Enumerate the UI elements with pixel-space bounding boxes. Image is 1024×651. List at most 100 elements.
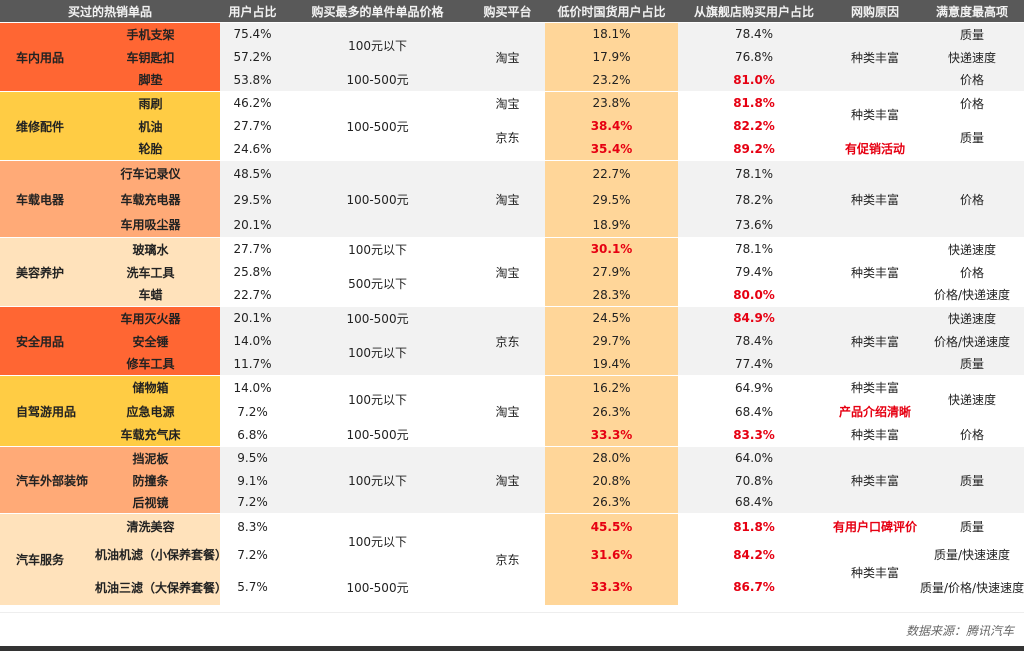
category-cell: 车载电器	[0, 160, 95, 238]
low-price-share: 45.5%	[545, 513, 679, 540]
price-cell: 100元以下	[285, 237, 471, 261]
product-name: 轮胎	[95, 137, 221, 161]
satisfaction-cell: 质量	[960, 130, 985, 145]
reason-cell: 种类丰富	[830, 306, 921, 376]
satisfaction-cell: 价格/快递速度	[933, 334, 1011, 349]
flagship-share: 70.8%	[734, 473, 774, 488]
reason-cell: 种类丰富	[830, 91, 921, 138]
flagship-share: 78.4%	[734, 334, 774, 348]
price-cell: 100-500元	[346, 428, 409, 443]
header-low-price-share: 低价时国货用户占比	[545, 0, 679, 23]
category-cell: 美容养护	[0, 237, 95, 307]
price-cell: 100-500元	[285, 91, 471, 161]
low-price-share: 26.3%	[545, 491, 679, 514]
user-share: 29.5%	[233, 192, 272, 207]
satisfaction-cell: 价格/快递速度	[933, 288, 1011, 303]
satisfaction-cell: 价格	[960, 73, 985, 88]
product-name: 防撞条	[95, 469, 221, 492]
product-name: 车用吸尘器	[95, 212, 221, 238]
user-share: 46.2%	[220, 91, 286, 115]
flagship-share: 64.9%	[678, 375, 831, 400]
flagship-share: 73.6%	[734, 217, 774, 232]
user-share: 14.0%	[220, 375, 286, 400]
header-platform: 购买平台	[470, 0, 546, 23]
flagship-share: 78.1%	[678, 237, 831, 261]
user-share: 7.2%	[237, 404, 268, 419]
low-price-share: 18.9%	[545, 212, 679, 238]
header-flagship-share: 从旗舰店购买用户占比	[678, 0, 831, 23]
low-price-share: 38.4%	[545, 114, 679, 138]
flagship-share: 78.2%	[734, 192, 774, 207]
satisfaction-cell: 快递速度	[920, 375, 1024, 424]
user-share: 7.2%	[237, 547, 268, 562]
flagship-share: 89.2%	[733, 141, 775, 156]
satisfaction-cell: 价格	[960, 265, 985, 280]
user-share: 11.7%	[233, 356, 272, 371]
price-cell: 100元以下	[285, 446, 471, 514]
low-price-share: 23.8%	[545, 91, 679, 115]
bottom-border	[0, 646, 1024, 651]
platform-cell: 京东	[495, 130, 520, 145]
table-row: 车内用品 手机支架 75.4% 100元以下 淘宝 18.1% 78.4% 种类丰富 质量	[0, 22, 1024, 92]
table-row: 维修配件 雨刷 46.2% 100-500元 淘宝 23.8% 81.8% 种类丰富 价格	[0, 91, 1024, 161]
satisfaction-cell: 质量	[920, 446, 1024, 514]
reason-cell: 种类丰富	[851, 428, 900, 443]
satisfaction-cell: 快递速度	[920, 306, 1024, 330]
product-name: 车载充电器	[95, 186, 221, 213]
flagship-share: 78.1%	[678, 160, 831, 187]
platform-cell: 京东	[470, 513, 546, 605]
low-price-share: 27.9%	[545, 260, 679, 284]
reason-cell: 有促销活动	[845, 142, 906, 157]
flagship-share: 64.0%	[678, 446, 831, 470]
product-name: 车载充气床	[95, 423, 221, 447]
user-share: 8.3%	[220, 513, 286, 540]
user-share: 22.7%	[233, 287, 272, 302]
table-row: 美容养护 玻璃水 27.7% 100元以下 淘宝 30.1% 78.1% 种类丰富 快递速度	[0, 237, 1024, 307]
flagship-share: 83.3%	[733, 427, 775, 442]
flagship-share: 80.0%	[733, 287, 775, 302]
category-cell: 车内用品	[0, 22, 95, 92]
price-cell: 100-500元	[285, 306, 471, 330]
price-cell: 100元以下	[285, 375, 471, 424]
user-share: 9.5%	[220, 446, 286, 470]
satisfaction-cell: 质量	[920, 22, 1024, 46]
platform-cell: 淘宝	[470, 446, 546, 514]
product-name: 洗车工具	[95, 260, 221, 284]
product-name: 挡泥板	[95, 446, 221, 470]
low-price-share: 33.3%	[545, 423, 679, 447]
flagship-share: 81.8%	[678, 513, 831, 540]
flagship-share: 76.8%	[734, 50, 774, 64]
platform-cell: 淘宝	[470, 160, 546, 238]
satisfaction-cell: 质量/快速速度	[933, 548, 1011, 562]
product-name: 玻璃水	[95, 237, 221, 261]
reason-cell: 种类丰富	[830, 446, 921, 514]
user-share: 27.7%	[233, 119, 272, 133]
reason-cell: 种类丰富	[830, 22, 921, 92]
category-cell: 汽车服务	[0, 513, 95, 605]
reason-cell: 种类丰富	[830, 237, 921, 307]
product-name: 车蜡	[95, 283, 221, 307]
price-cell: 100元以下	[348, 345, 407, 360]
satisfaction-cell: 质量	[920, 513, 1024, 540]
header-user-share: 用户占比	[220, 0, 286, 23]
user-share: 57.2%	[233, 50, 272, 64]
product-name: 机油机滤（小保养套餐）	[95, 539, 227, 570]
satisfaction-cell: 质量	[960, 357, 985, 372]
reason-cell: 有用户口碑评价	[830, 513, 921, 540]
low-price-share: 26.3%	[545, 399, 679, 424]
satisfaction-cell: 质量/价格/快速速度	[920, 580, 1024, 595]
table-row: 汽车外部装饰 挡泥板 9.5% 100元以下 淘宝 28.0% 64.0% 种类丰富 质量	[0, 446, 1024, 514]
price-cell: 500元以下	[348, 276, 407, 291]
user-share: 53.8%	[233, 72, 272, 87]
low-price-share: 19.4%	[545, 352, 679, 376]
header-reason: 网购原因	[830, 0, 921, 23]
flagship-share: 86.7%	[733, 580, 775, 594]
reason-cell: 产品介绍清晰	[839, 405, 912, 419]
satisfaction-cell: 价格	[920, 91, 1024, 115]
divider	[0, 612, 1024, 613]
low-price-share: 17.9%	[545, 45, 679, 69]
low-price-share: 33.3%	[545, 569, 679, 605]
user-share: 14.0%	[233, 334, 272, 348]
table-row: 机油 27.7% 京东 38.4% 82.2% 质量	[0, 114, 1024, 145]
category-cell: 维修配件	[0, 91, 95, 161]
